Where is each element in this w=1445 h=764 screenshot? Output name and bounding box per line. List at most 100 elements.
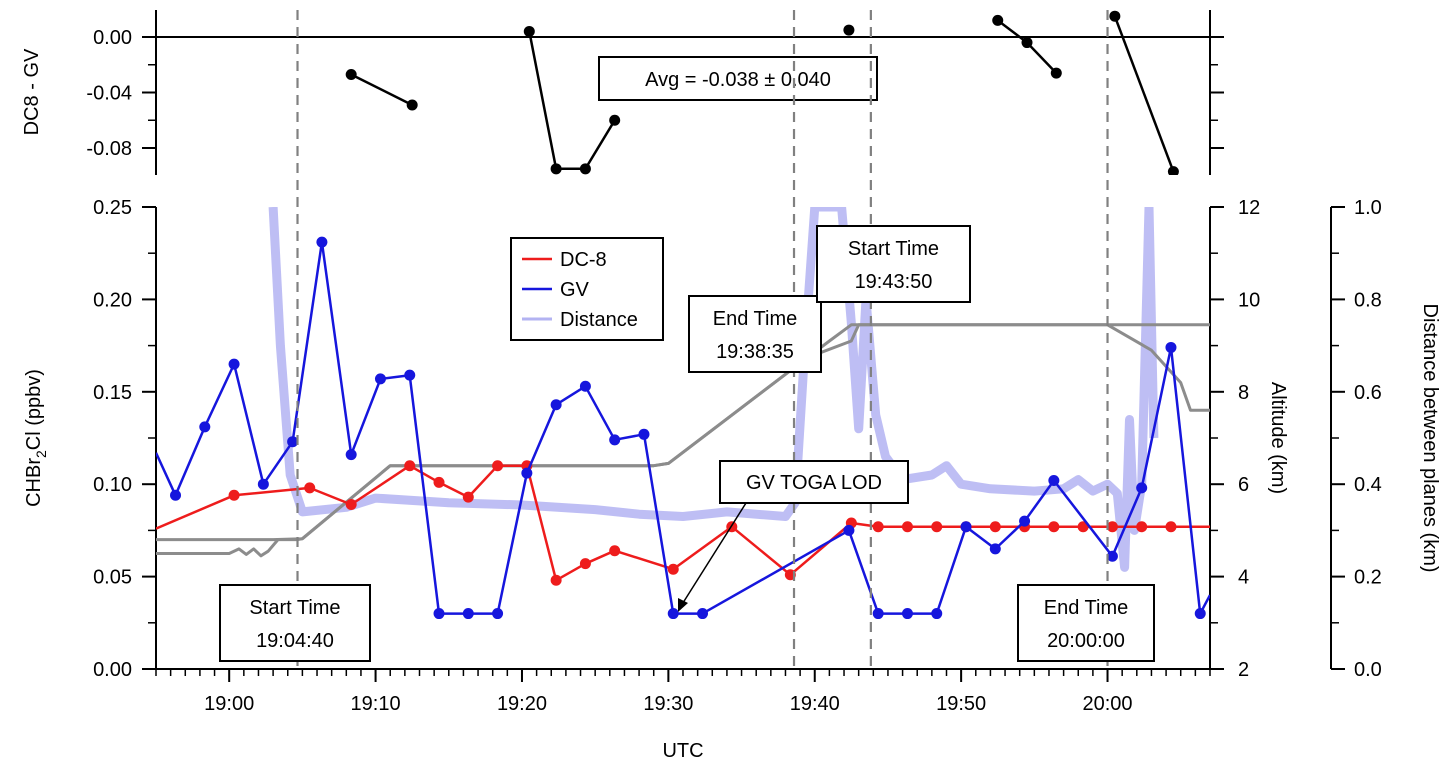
- point-gv: [989, 543, 1001, 555]
- point-gv: [638, 428, 650, 440]
- difference-series: [345, 10, 1179, 175]
- altitude-tick-label: 6: [1238, 474, 1249, 496]
- altitude-tick-label: 8: [1238, 382, 1249, 404]
- point-gv: [521, 467, 533, 479]
- difference-panel: 0.00 -0.04 -0.08 DC8 - GV Avg = -0.038 ± 0…: [21, 10, 1224, 175]
- point-gv: [609, 434, 621, 446]
- point-dc-8: [901, 521, 913, 533]
- point-dc-8: [228, 489, 240, 501]
- point-difference: [345, 68, 357, 80]
- lod-arrowhead: [678, 598, 688, 612]
- point-dc-8: [989, 521, 1001, 533]
- point-gv: [287, 436, 299, 448]
- point-dc-8: [550, 574, 562, 586]
- series-gv: [156, 240, 1210, 615]
- point-dc-8: [492, 460, 504, 472]
- point-gv: [697, 608, 709, 620]
- point-gv: [228, 358, 240, 370]
- point-gv: [492, 608, 504, 620]
- time-marker-box: [1017, 584, 1155, 662]
- point-difference: [843, 24, 855, 36]
- x-tick-label: 19:00: [204, 693, 254, 715]
- point-dc-8: [931, 521, 943, 533]
- x-tick-label: 19:20: [497, 693, 547, 715]
- altitude-ticks: 2 4 6 8 10 12: [1210, 197, 1260, 681]
- time-marker-time: 19:43:50: [855, 271, 933, 293]
- legend-label-gv: GV: [560, 279, 590, 301]
- point-gv: [257, 478, 269, 490]
- x-ticks: 19:00 19:10 19:20 19:30 19:40 19:50 20:00: [155, 669, 1211, 715]
- point-dc-8: [1165, 521, 1177, 533]
- x-tick-label: 19:30: [643, 693, 693, 715]
- main-panel: 0.00 0.05 0.10 0.15 0.20 0.25 2 4 6 8 10 12 0.0 0.2…: [23, 197, 1441, 762]
- time-marker-time: 19:38:35: [716, 341, 794, 363]
- lod-label: GV TOGA LOD: [746, 472, 882, 494]
- avg-annotation: Avg = -0.038 ± 0.040: [645, 69, 831, 91]
- point-gv: [843, 524, 855, 536]
- point-dc-8: [304, 482, 316, 494]
- top-y-ticks: 0.00 -0.04 -0.08: [86, 27, 1224, 160]
- point-difference: [1021, 37, 1033, 49]
- x-tick-label: 20:00: [1082, 693, 1132, 715]
- point-dc-8: [462, 491, 474, 503]
- point-dc-8: [609, 545, 621, 557]
- point-gv: [433, 608, 445, 620]
- point-gv: [901, 608, 913, 620]
- altitude-label: Altitude (km): [1267, 382, 1289, 494]
- x-axis-label: UTC: [662, 740, 703, 762]
- point-gv: [1194, 608, 1206, 620]
- point-dc-8: [345, 499, 357, 511]
- point-gv: [579, 380, 591, 392]
- point-gv: [462, 608, 474, 620]
- time-marker-box: [219, 584, 371, 662]
- avg-annotation-box: [598, 56, 878, 101]
- distance-tick-label: 0.8: [1354, 289, 1382, 311]
- point-dc-8: [404, 460, 416, 472]
- left-tick-label: 0.05: [93, 567, 132, 589]
- point-gv: [170, 489, 182, 501]
- point-gv: [1048, 475, 1060, 487]
- lod-annotation: GV TOGA LOD: [678, 460, 909, 612]
- point-dc-8: [1136, 521, 1148, 533]
- series-gv-altitude: [156, 323, 1210, 558]
- top-tick-label: 0.00: [93, 27, 132, 49]
- point-difference: [1050, 67, 1062, 79]
- point-gv: [1165, 341, 1177, 353]
- distance-tick-label: 0.4: [1354, 474, 1382, 496]
- point-difference: [523, 25, 535, 37]
- point-gv: [316, 236, 328, 248]
- point-gv: [667, 608, 679, 620]
- altitude-tick-label: 2: [1238, 659, 1249, 681]
- top-tick-label: -0.08: [86, 138, 132, 160]
- series-distance: [268, 207, 1159, 572]
- point-difference: [992, 14, 1004, 26]
- point-gv: [1136, 482, 1148, 494]
- point-gv: [199, 421, 211, 433]
- time-marker-title: Start Time: [848, 238, 939, 260]
- altitude-tick-label: 4: [1238, 567, 1249, 589]
- left-tick-label: 0.00: [93, 659, 132, 681]
- point-dc-8: [433, 476, 445, 488]
- point-gv: [960, 521, 972, 533]
- lod-arrow: [680, 502, 747, 607]
- plot-area: [156, 207, 1210, 620]
- left-tick-label: 0.20: [93, 289, 132, 311]
- time-marker-time: 19:04:40: [256, 630, 334, 652]
- left-tick-label: 0.25: [93, 197, 132, 219]
- point-dc-8: [1048, 521, 1060, 533]
- x-tick-label: 19:10: [351, 693, 401, 715]
- time-marker-box: [688, 295, 822, 373]
- point-difference: [550, 163, 562, 175]
- point-gv: [1106, 550, 1118, 562]
- point-gv: [345, 449, 357, 461]
- time-marker-title: Start Time: [249, 597, 340, 619]
- series-difference: [350, 73, 413, 107]
- top-tick-label: -0.04: [86, 83, 132, 105]
- point-gv: [1019, 515, 1031, 527]
- legend: DC-8 GV Distance: [510, 237, 664, 341]
- altitude-tick-label: 10: [1238, 289, 1260, 311]
- point-dc-8: [872, 521, 884, 533]
- point-gv: [550, 399, 562, 411]
- x-tick-label: 19:50: [936, 693, 986, 715]
